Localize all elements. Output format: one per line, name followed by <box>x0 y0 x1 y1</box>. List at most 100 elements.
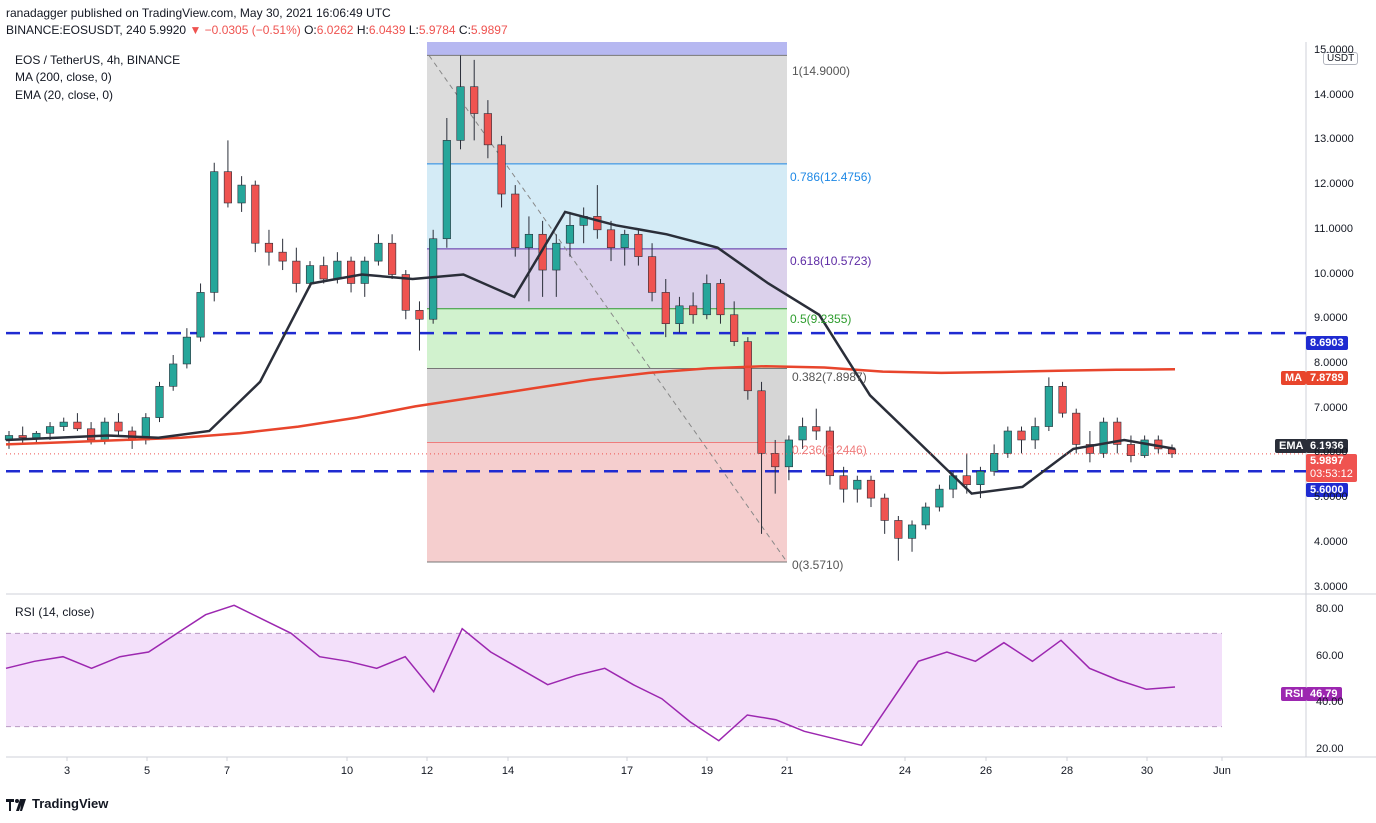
candle-body <box>87 428 96 441</box>
fib-zone <box>427 442 787 562</box>
candle-body <box>292 260 301 284</box>
high-label: H: <box>356 23 369 37</box>
candle-body <box>388 242 397 275</box>
fib-label-0: 0(3.5710) <box>792 558 844 572</box>
candle-body <box>1031 426 1040 441</box>
candle-body <box>346 260 356 284</box>
time-tick-label: 26 <box>979 765 993 777</box>
price-tick-label: 5.0000 <box>1314 491 1348 504</box>
candle-body <box>1072 412 1081 445</box>
candle-body <box>333 260 342 280</box>
fib-zone <box>427 368 787 443</box>
candle-body <box>962 475 971 485</box>
candle-body <box>798 426 807 441</box>
candle-body <box>524 233 533 248</box>
candle-body <box>634 233 643 257</box>
candle-body <box>470 86 479 114</box>
time-tick-label: 28 <box>1060 765 1074 777</box>
time-tick-label: 17 <box>620 765 634 777</box>
price-change: −0.0305 (−0.51%) <box>204 23 301 37</box>
candle-body <box>839 475 848 490</box>
last-price-value: 5.9897 <box>1310 455 1344 467</box>
candle-body <box>907 524 917 539</box>
candle-body <box>1113 421 1122 445</box>
candle-body <box>182 336 191 365</box>
candle-body <box>251 184 260 244</box>
time-tick-label: 12 <box>420 765 434 777</box>
time-tick-label: 30 <box>1140 765 1154 777</box>
candle-body <box>990 453 999 472</box>
fib-zone <box>427 55 787 164</box>
candle-body <box>360 260 369 284</box>
candle-body <box>812 426 821 432</box>
price-tick-label: 14.0000 <box>1314 88 1354 101</box>
candle-body <box>730 314 739 342</box>
candle-body <box>921 506 930 526</box>
low-value: 5.9784 <box>418 23 456 37</box>
fib-zone-top <box>427 42 787 56</box>
rsi-value-tag: 46.79 <box>1306 687 1342 701</box>
price-tick-label: 3.0000 <box>1314 580 1348 593</box>
fib-label-0618: 0.618(10.5723) <box>790 254 872 268</box>
open-label: O: <box>304 23 317 37</box>
time-tick-label: 10 <box>340 765 354 777</box>
rsi-label-tag: RSI <box>1281 687 1308 701</box>
fib-label-0236: 0.236(6.2446) <box>792 443 867 457</box>
tradingview-brand[interactable]: TradingView <box>6 796 108 811</box>
time-tick-label: 21 <box>780 765 794 777</box>
ma-label-tag: MA <box>1281 371 1307 385</box>
candle-body <box>429 238 438 320</box>
candle-body <box>702 283 711 316</box>
candle-body <box>1044 386 1053 427</box>
candle-body <box>866 479 876 499</box>
legend-ma[interactable]: MA (200, close, 0) <box>15 70 112 84</box>
candle-body <box>661 292 670 325</box>
current-price: 5.9920 <box>149 23 187 37</box>
candle-body <box>894 520 903 539</box>
candle-body <box>305 265 315 284</box>
candle-body <box>196 292 205 338</box>
candle-body <box>552 242 561 271</box>
candle-body <box>32 432 41 439</box>
open-value: 6.0262 <box>316 23 354 37</box>
last-price-tag: 5.9897 03:53:12 <box>1306 454 1357 482</box>
legend-pair: EOS / TetherUS, 4h, BINANCE <box>15 53 181 67</box>
price-tick-label: 11.0000 <box>1314 222 1353 235</box>
candle-body <box>1017 430 1026 441</box>
legend-ema[interactable]: EMA (20, close, 0) <box>15 88 114 102</box>
price-tick-label: 4.0000 <box>1314 535 1348 548</box>
candle-body <box>648 256 657 293</box>
currency-button[interactable]: USDT <box>1323 52 1359 65</box>
candle-body <box>442 140 451 240</box>
candle-body <box>606 229 616 248</box>
candle-body <box>538 233 547 271</box>
symbol-ohlc-bar: BINANCE:EOSUSDT, 240 5.9920 ▼ −0.0305 (−… <box>6 23 508 37</box>
candle-body <box>853 479 862 490</box>
level-high-tag: 8.6903 <box>1306 336 1348 350</box>
candle-body <box>415 309 424 320</box>
tradingview-logo-icon <box>6 797 28 811</box>
fib-zone <box>427 248 787 309</box>
candle-body <box>620 233 629 248</box>
candle-body <box>223 171 232 204</box>
candle-body <box>593 216 602 231</box>
candle-body <box>1099 421 1108 454</box>
candle-body <box>18 435 27 439</box>
candle-body <box>45 426 55 434</box>
price-tick-label: 15.0000 <box>1314 43 1354 56</box>
fib-label-05: 0.5(9.2355) <box>790 312 852 326</box>
candle-body <box>456 86 465 141</box>
candle-body <box>565 225 575 244</box>
time-tick-label: 19 <box>700 765 714 777</box>
price-tick-label: 13.0000 <box>1314 133 1354 146</box>
candle-body <box>278 251 287 262</box>
candle-body <box>1140 439 1149 456</box>
time-tick-label: Jun <box>1213 765 1231 777</box>
legend-rsi[interactable]: RSI (14, close) <box>15 605 95 619</box>
rsi-tick-label: 20.00 <box>1316 743 1344 755</box>
candle-body <box>1003 430 1012 454</box>
rsi-tick-label: 60.00 <box>1316 649 1344 662</box>
candle-body <box>59 421 68 427</box>
down-arrow-icon: ▼ <box>189 23 202 37</box>
